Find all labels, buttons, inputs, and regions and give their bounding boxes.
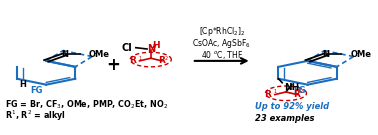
Text: N: N xyxy=(147,44,155,54)
Text: N: N xyxy=(61,50,68,59)
Text: FG = Br, CF$_3$, OMe, PMP, CO$_2$Et, NO$_2$: FG = Br, CF$_3$, OMe, PMP, CO$_2$Et, NO$… xyxy=(5,99,168,111)
Text: FG: FG xyxy=(293,86,306,95)
Text: R: R xyxy=(293,90,300,99)
Text: $^2$: $^2$ xyxy=(164,55,169,61)
Text: $^1$: $^1$ xyxy=(273,89,277,95)
Text: FG: FG xyxy=(30,86,42,95)
Text: H: H xyxy=(19,80,26,89)
Text: H: H xyxy=(153,40,160,50)
Text: R$^1$, R$^2$ = alkyl: R$^1$, R$^2$ = alkyl xyxy=(5,109,66,123)
Text: Up to 92% yield: Up to 92% yield xyxy=(255,102,330,111)
Text: $^1$: $^1$ xyxy=(138,55,143,61)
Text: R: R xyxy=(129,56,136,65)
Text: CsOAc, AgSbF$_6$: CsOAc, AgSbF$_6$ xyxy=(192,37,251,50)
Text: N: N xyxy=(322,50,330,59)
Text: NH: NH xyxy=(284,83,299,92)
Text: OMe: OMe xyxy=(89,50,110,59)
Text: [Cp*RhCl$_2$]$_2$: [Cp*RhCl$_2$]$_2$ xyxy=(198,25,245,38)
Text: 23 examples: 23 examples xyxy=(255,114,315,123)
Text: R: R xyxy=(264,90,271,99)
Text: 40 $^o$C, THF: 40 $^o$C, THF xyxy=(201,49,243,61)
Text: +: + xyxy=(107,56,120,74)
Text: R: R xyxy=(158,56,165,65)
Text: $^2$: $^2$ xyxy=(299,89,304,95)
Text: Cl: Cl xyxy=(121,43,132,53)
Text: OMe: OMe xyxy=(350,50,371,59)
